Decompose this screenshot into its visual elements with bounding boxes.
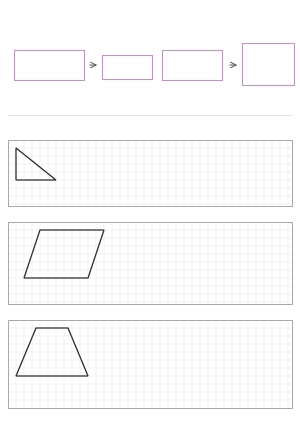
Bar (242, 43, 294, 85)
Bar (8, 140, 292, 206)
Bar (102, 55, 152, 79)
Bar (8, 222, 292, 304)
Bar (162, 50, 222, 80)
Bar (14, 50, 84, 80)
Bar (8, 320, 292, 408)
